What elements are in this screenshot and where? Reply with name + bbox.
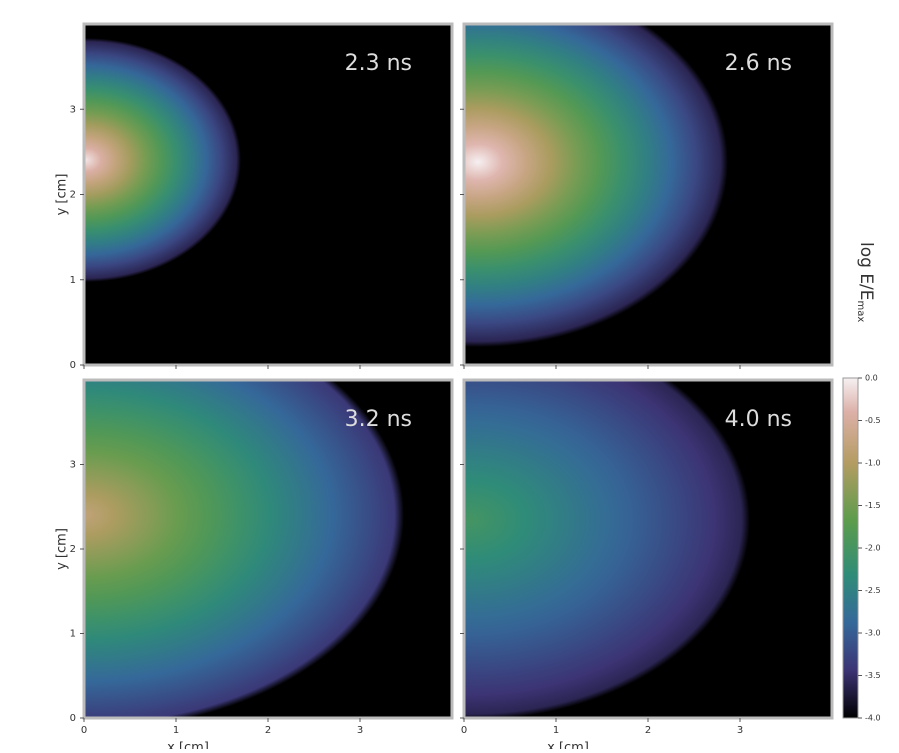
x-tick-label: 0 [81, 725, 87, 736]
x-tick-label: 1 [553, 725, 559, 736]
y-tick-label: 0 [70, 360, 76, 371]
colorbar-tick-label: -1.5 [865, 501, 881, 510]
panel-annotation: 4.0 ns [725, 407, 792, 432]
x-tick-label: 1 [173, 725, 179, 736]
colorbar [842, 377, 859, 719]
colorbar-label-sub: max [855, 301, 866, 323]
x-tick-label: 2 [265, 725, 271, 736]
heatmap-field [464, 380, 750, 718]
x-tick-label: 0 [461, 725, 467, 736]
heatmap-field [84, 38, 241, 282]
colorbar-label: log E/Emax [855, 242, 876, 322]
y-tick-label: 2 [70, 544, 76, 555]
colorbar-tick-label: 0.0 [865, 374, 878, 383]
colorbar-tick-label: -2.0 [865, 544, 881, 553]
colorbar-tick-label: -1.0 [865, 459, 881, 468]
heatmap-field [464, 24, 728, 347]
colorbar-tick-label: -0.5 [865, 416, 881, 425]
y-tick-label: 3 [70, 104, 76, 115]
heatmap-field [84, 380, 404, 718]
y-tick-label: 2 [70, 190, 76, 201]
panel-annotation: 2.3 ns [345, 51, 412, 76]
y-tick-label: 1 [70, 275, 76, 286]
colorbar-tick-label: -4.0 [865, 714, 881, 723]
colorbar-tick-label: -3.0 [865, 629, 881, 638]
colorbar-tick-label: -2.5 [865, 586, 881, 595]
colorbar-label-main: log E/E [856, 242, 876, 301]
y-tick-label: 3 [70, 460, 76, 471]
y-axis-label: y [cm] [55, 528, 70, 570]
x-tick-label: 3 [737, 725, 743, 736]
x-tick-label: 3 [357, 725, 363, 736]
y-tick-label: 0 [70, 713, 76, 724]
x-tick-label: 2 [645, 725, 651, 736]
y-axis-label: y [cm] [55, 174, 70, 216]
x-axis-label: x [cm] [167, 741, 209, 750]
panel-annotation: 2.6 ns [725, 51, 792, 76]
y-tick-label: 1 [70, 629, 76, 640]
colorbar-tick-label: -3.5 [865, 671, 881, 680]
x-axis-label: x [cm] [547, 741, 589, 750]
panel-annotation: 3.2 ns [345, 407, 412, 432]
